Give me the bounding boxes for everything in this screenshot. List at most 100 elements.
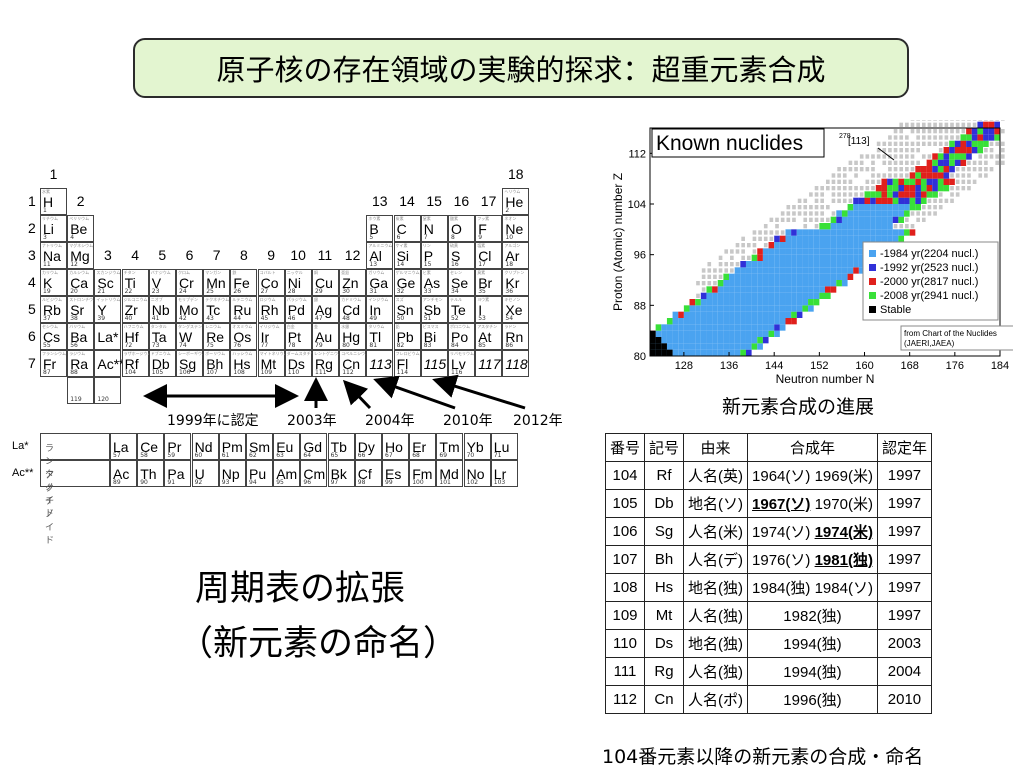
known-nuclide (672, 311, 679, 318)
predicted-nuclide (780, 211, 785, 216)
element-jp-name: コペルニシウム (341, 351, 366, 356)
known-nuclide (734, 280, 741, 287)
known-nuclide (757, 343, 763, 350)
known-nuclide (802, 280, 809, 287)
element-number: 21 (97, 288, 106, 295)
nuclide-chart: 128 136 144 152 160 168 176 184 80 88 96 104 112 Neut… (611, 120, 1013, 386)
y-tick-label: 80 (634, 351, 646, 363)
predicted-nuclide (938, 120, 943, 121)
known-nuclide (796, 286, 803, 293)
element-symbol: Ne (505, 221, 524, 237)
element-number: 34 (451, 288, 459, 295)
cell-number: 105 (604, 489, 646, 518)
known-nuclide (954, 153, 961, 160)
element-symbol: Fr (43, 356, 57, 372)
predicted-nuclide (905, 173, 909, 178)
known-nuclide (836, 261, 842, 268)
element-cell: ヘリウム He 2 (502, 188, 530, 215)
known-nuclide (740, 330, 746, 337)
known-nuclide (960, 147, 967, 154)
element-number: 91 (167, 479, 176, 486)
predicted-nuclide (933, 211, 937, 216)
known-nuclide (689, 349, 696, 356)
predicted-nuclide (938, 192, 943, 197)
element-jp-name: ロジウム (259, 297, 276, 302)
predicted-nuclide (814, 198, 819, 203)
element-cell: 銀 Ag 47 (312, 296, 339, 323)
known-nuclide (740, 280, 746, 287)
element-symbol: U (194, 466, 205, 482)
known-nuclide (745, 349, 752, 356)
element-number: 119 (70, 396, 82, 403)
cell-symbol: Sg (644, 517, 685, 546)
element-symbol: Pa (167, 466, 185, 482)
predicted-nuclide (916, 160, 920, 165)
known-nuclide (898, 178, 905, 185)
element-jp-name: マイトネリウム (259, 351, 285, 356)
predicted-nuclide (961, 167, 966, 172)
element-jp-name: スズ (395, 297, 404, 302)
predicted-nuclide (820, 192, 824, 197)
known-nuclide (791, 254, 797, 261)
known-nuclide (774, 242, 780, 249)
known-nuclide (734, 305, 741, 312)
element-symbol: Na (43, 248, 61, 264)
known-nuclide (808, 280, 814, 287)
element-jp-name: リン (422, 243, 431, 248)
element-symbol: Te (451, 302, 466, 318)
known-nuclide (700, 305, 707, 312)
known-nuclide (729, 343, 735, 350)
known-nuclide (700, 311, 707, 318)
predicted-nuclide (933, 198, 937, 203)
known-nuclide (712, 330, 718, 337)
predicted-nuclide (758, 230, 762, 235)
element-number: 93 (221, 479, 230, 486)
element-symbol: Pt (287, 329, 302, 345)
known-nuclide (712, 286, 718, 293)
known-nuclide (666, 324, 673, 331)
predicted-nuclide (809, 211, 813, 216)
y-axis-label: Proton (Atomic) number Z (611, 173, 625, 311)
known-nuclide (966, 140, 972, 147)
predicted-nuclide (978, 154, 983, 159)
y-tick-label: 112 (628, 148, 646, 160)
element-cell: キセノン Xe 54 (502, 296, 530, 323)
predicted-nuclide (933, 141, 937, 146)
cell-acknowledged-year: 1997 (876, 601, 932, 630)
known-nuclide (706, 343, 713, 350)
known-nuclide (779, 286, 786, 293)
element-jp-name: ヘリウム (504, 189, 521, 194)
known-nuclide (977, 128, 984, 135)
lanthanide-cell: La 57 (110, 433, 137, 460)
predicted-nuclide (882, 141, 887, 146)
predicted-nuclide (955, 192, 960, 197)
predicted-nuclide (831, 179, 836, 184)
element-symbol: Sg (179, 356, 197, 372)
element-symbol: Ga (369, 275, 389, 291)
predicted-nuclide (769, 217, 774, 222)
element-symbol: Au (315, 329, 333, 345)
element-cell: モリブデン Mo 42 (176, 296, 203, 323)
known-nuclide (768, 305, 775, 312)
element-symbol: Ge (396, 275, 416, 291)
synthesis-year-1: 1974(ソ) (752, 524, 811, 541)
predicted-nuclide (967, 160, 971, 165)
predicted-nuclide (803, 217, 808, 222)
known-nuclide (830, 223, 837, 230)
element-symbol: Nb (151, 302, 170, 318)
known-nuclide (712, 299, 718, 306)
element-number: 66 (357, 452, 366, 459)
known-nuclide (825, 292, 831, 299)
lanthanide-cell: Eu 63 (273, 433, 301, 460)
element-number: 96 (303, 479, 312, 486)
element-jp-name: イットリウム (96, 297, 121, 302)
actinide-cell: Am 95 (273, 460, 301, 487)
known-nuclide (689, 330, 696, 337)
known-nuclide (887, 229, 893, 236)
known-nuclide (791, 299, 797, 306)
predicted-nuclide (876, 154, 881, 159)
element-symbol: Es (385, 466, 402, 482)
element-cell: ルビジウム Rb 37 (40, 296, 67, 323)
known-nuclide (723, 292, 730, 299)
known-nuclide (836, 267, 842, 274)
